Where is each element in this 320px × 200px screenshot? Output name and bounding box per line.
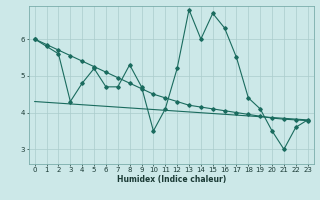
X-axis label: Humidex (Indice chaleur): Humidex (Indice chaleur) [116,175,226,184]
